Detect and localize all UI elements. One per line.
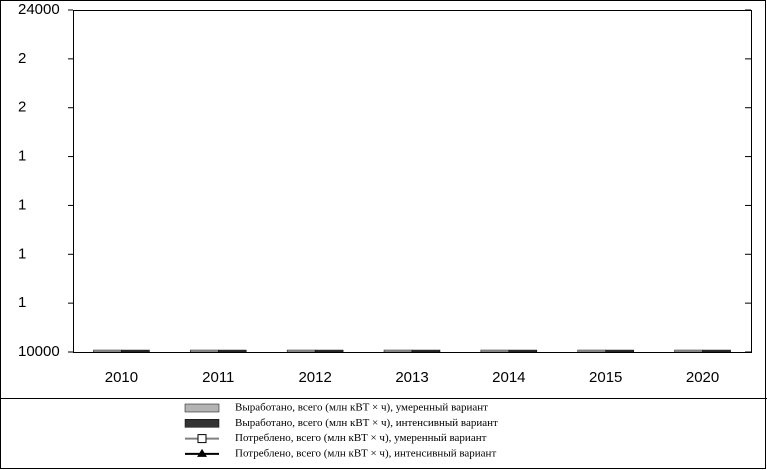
bar [286,349,316,353]
y-tick-label: 10000 [18,343,60,360]
x-tick-label: 2015 [589,369,622,386]
bar [702,349,731,353]
y-tick-label: 2 [18,50,26,67]
bar [411,349,441,353]
bar [605,349,634,353]
plot-area [73,10,752,353]
legend: Выработано, всего (млн кВТ × ч), умеренн… [184,402,498,459]
legend-label: Потреблено, всего (млн кВТ × ч), умеренн… [235,432,487,444]
bar [93,349,122,353]
y-tick-label: 1 [18,148,26,165]
legend-marker [197,434,207,444]
bar [121,349,150,353]
x-tick-label: 2020 [686,369,719,386]
legend-marker [197,448,207,457]
legend-label: Выработано, всего (млн кВТ × ч), интенси… [235,417,498,429]
legend-swatch [184,419,220,428]
legend-label: Потреблено, всего (млн кВТ × ч), интенси… [235,447,496,459]
bar [190,349,219,353]
bar [314,349,344,353]
bar [674,349,703,353]
y-tick-label: 1 [18,245,26,262]
y-tick-label: 24000 [18,1,60,18]
bar [218,349,247,353]
bar [383,349,413,353]
x-tick-label: 2014 [492,369,525,386]
y-tick-label: 2 [18,99,26,116]
bar [508,349,538,353]
legend-swatch [184,403,220,413]
bar [577,349,606,353]
x-tick-label: 2013 [395,369,428,386]
x-tick-label: 2012 [298,369,331,386]
bar [480,349,510,353]
y-tick-label: 1 [18,294,26,311]
legend-label: Выработано, всего (млн кВТ × ч), умеренн… [235,402,488,414]
x-tick-label: 2010 [105,369,138,386]
y-tick-label: 1 [18,196,26,213]
x-tick-label: 2011 [202,369,234,386]
